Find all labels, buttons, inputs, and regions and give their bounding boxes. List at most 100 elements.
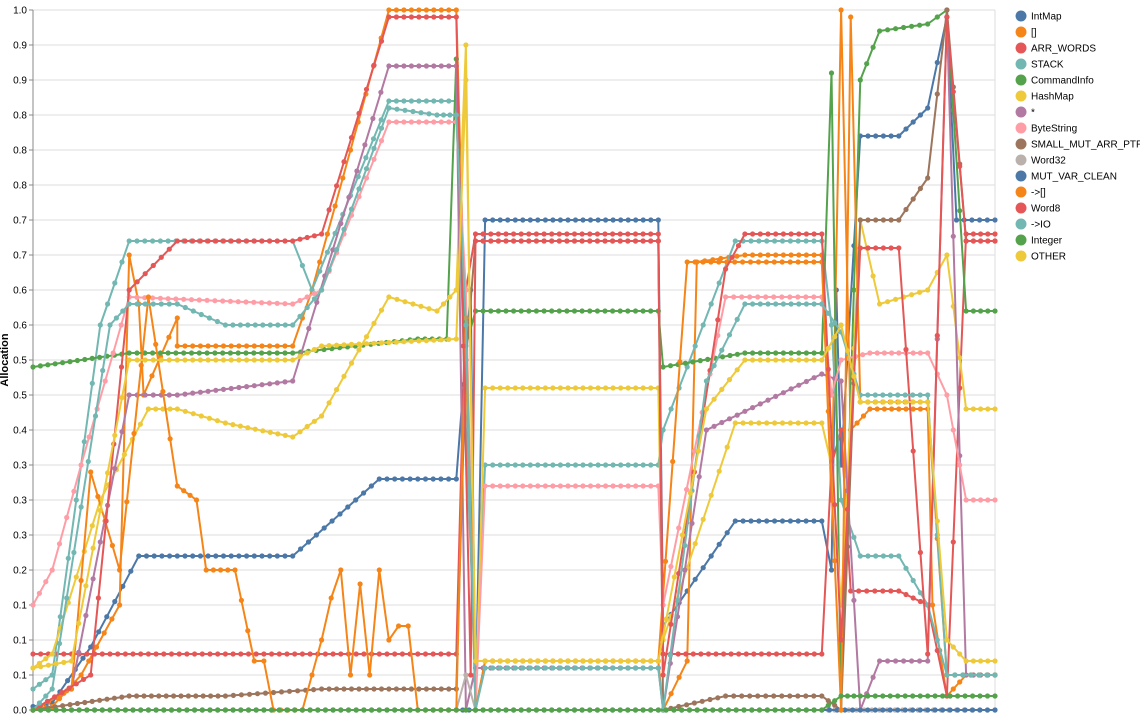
data-point <box>957 651 963 657</box>
data-point <box>220 343 227 349</box>
data-point <box>910 392 916 398</box>
data-point <box>756 238 762 244</box>
data-point <box>788 231 794 237</box>
data-point <box>104 696 110 702</box>
data-point <box>610 231 616 237</box>
data-point <box>463 672 469 678</box>
data-point <box>430 707 436 713</box>
data-point <box>895 392 901 398</box>
data-point <box>771 693 777 699</box>
data-point <box>888 245 894 251</box>
data-point <box>885 299 891 305</box>
data-point <box>896 133 902 139</box>
data-point <box>56 640 63 647</box>
data-point <box>903 206 909 213</box>
data-point <box>660 427 666 433</box>
data-point <box>259 382 265 388</box>
data-point <box>88 672 94 678</box>
data-point <box>181 488 187 494</box>
data-point <box>857 399 863 405</box>
data-point <box>174 343 180 349</box>
data-point <box>655 231 661 237</box>
data-point <box>617 231 623 237</box>
data-point <box>205 238 211 244</box>
data-point <box>244 343 250 349</box>
data-point <box>274 343 280 349</box>
data-point <box>205 553 211 559</box>
data-point <box>284 651 290 657</box>
data-point <box>803 378 810 385</box>
data-point <box>324 249 330 255</box>
data-point <box>274 238 280 244</box>
data-point <box>423 98 429 104</box>
legend-swatch <box>1015 234 1027 246</box>
legend-label: ->[] <box>1031 188 1046 199</box>
data-point <box>780 231 787 237</box>
data-point <box>52 694 58 700</box>
data-point <box>663 616 669 622</box>
data-point <box>371 145 377 151</box>
data-point <box>542 665 549 671</box>
data-point <box>341 159 347 165</box>
legend-label: OTHER <box>1031 252 1066 263</box>
data-point <box>579 238 585 244</box>
data-point <box>950 427 956 433</box>
data-point <box>520 217 526 223</box>
data-point <box>950 89 956 95</box>
data-point <box>748 238 754 244</box>
data-point <box>742 301 748 307</box>
data-point <box>750 357 756 363</box>
data-point <box>780 357 787 363</box>
data-point <box>940 707 946 713</box>
data-point <box>199 651 205 657</box>
data-point <box>66 685 72 691</box>
data-point <box>535 217 541 223</box>
data-point <box>842 707 848 713</box>
data-point <box>977 707 983 713</box>
data-point <box>304 234 310 241</box>
data-point <box>617 308 623 314</box>
data-point <box>324 231 330 237</box>
data-point <box>888 588 894 594</box>
data-point <box>299 651 305 657</box>
data-point <box>610 217 616 223</box>
data-point <box>356 194 362 200</box>
data-point <box>290 238 296 244</box>
data-point <box>779 420 786 426</box>
data-point <box>838 707 844 713</box>
data-point <box>130 707 136 713</box>
data-point <box>376 476 382 482</box>
data-point <box>167 436 173 442</box>
data-point <box>742 252 748 258</box>
data-point <box>541 231 547 237</box>
data-point <box>518 308 524 314</box>
data-point <box>401 14 407 20</box>
data-point <box>90 545 96 551</box>
data-point <box>30 686 36 692</box>
data-point <box>157 238 163 244</box>
data-point <box>732 238 738 244</box>
data-point <box>541 238 547 244</box>
data-point <box>174 483 180 489</box>
data-point <box>732 259 738 265</box>
data-point <box>727 352 733 359</box>
data-point <box>438 651 444 657</box>
data-point <box>222 693 228 699</box>
data-point <box>865 693 871 699</box>
data-point <box>197 357 203 363</box>
data-point <box>963 238 969 244</box>
data-point <box>901 24 907 31</box>
data-point <box>190 411 196 417</box>
data-point <box>166 357 172 363</box>
data-point <box>463 77 469 83</box>
data-point <box>955 693 961 699</box>
data-point <box>386 105 392 111</box>
data-point <box>773 350 779 356</box>
legend-swatch <box>1015 90 1027 102</box>
data-point <box>416 14 422 20</box>
data-point <box>873 245 879 251</box>
data-point <box>970 658 977 664</box>
data-point <box>328 595 334 601</box>
data-point <box>363 341 370 347</box>
data-point <box>565 658 571 664</box>
